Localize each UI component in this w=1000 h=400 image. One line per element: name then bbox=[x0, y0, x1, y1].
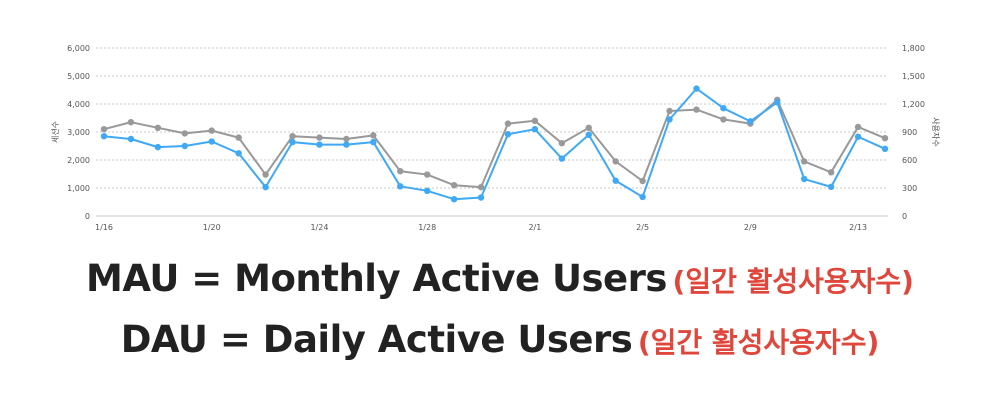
x-tick-label: 1/16 bbox=[95, 223, 113, 232]
y-axis-ticks: 0 1,000 2,000 3,000 4,000 5,000 6,000 bbox=[67, 44, 90, 221]
x-tick-label: 1/20 bbox=[203, 223, 221, 232]
series-2-point bbox=[881, 145, 889, 152]
x-tick-label: 2/13 bbox=[849, 223, 867, 232]
series-2-point bbox=[450, 196, 458, 203]
series-2-point bbox=[127, 135, 135, 143]
series-1-point bbox=[181, 130, 188, 137]
y2-tick-label: 1,500 bbox=[902, 72, 925, 81]
series-1-point bbox=[316, 134, 323, 141]
series-1-point bbox=[693, 106, 700, 113]
series-1-point bbox=[450, 182, 458, 189]
caption-2-main: DAU = Daily Active Users bbox=[120, 318, 633, 361]
series-2-point bbox=[531, 126, 539, 133]
x-tick-label: 2/9 bbox=[744, 223, 757, 232]
series-2-point bbox=[720, 105, 727, 112]
series-2-point bbox=[612, 177, 619, 184]
caption-line-2: DAU = Daily Active Users (일간 활성사용자수) bbox=[0, 318, 1000, 361]
y2-tick-label: 900 bbox=[902, 128, 917, 137]
series-1-point bbox=[801, 158, 808, 165]
y2-tick-label: 0 bbox=[902, 212, 907, 221]
series-2-point bbox=[100, 133, 108, 140]
y2-tick-label: 600 bbox=[902, 156, 917, 165]
series-2-point bbox=[208, 138, 215, 145]
series-2-point bbox=[154, 143, 162, 151]
series-2-point bbox=[477, 194, 485, 201]
series-1-point bbox=[531, 117, 539, 125]
y2-axis-ticks: 0 300 600 900 1,200 1,500 1,800 bbox=[902, 44, 925, 221]
series-2 bbox=[100, 85, 889, 203]
y-axis-title: 세션수 bbox=[50, 121, 60, 143]
series-lines bbox=[100, 85, 889, 203]
series-1-point bbox=[235, 134, 242, 141]
caption-1-main: MAU = Monthly Active Users bbox=[86, 257, 667, 300]
series-2-point bbox=[585, 131, 592, 138]
series-2-point bbox=[397, 183, 404, 190]
series-2-point bbox=[666, 116, 673, 123]
series-1-point bbox=[370, 132, 377, 139]
series-2-point bbox=[370, 138, 377, 146]
series-2-point bbox=[504, 131, 512, 138]
series-1-point bbox=[477, 183, 485, 191]
series-1-point bbox=[423, 171, 431, 178]
series-1-point bbox=[127, 119, 135, 126]
y-tick-label: 1,000 bbox=[67, 184, 90, 193]
series-2-point bbox=[289, 138, 296, 146]
y2-axis-title: 사용자수 bbox=[931, 117, 940, 146]
x-tick-label: 1/24 bbox=[310, 223, 328, 232]
series-1-point bbox=[854, 123, 862, 131]
series-1-point bbox=[612, 158, 619, 165]
series-1-point bbox=[504, 120, 512, 127]
series-1-point bbox=[343, 135, 350, 143]
series-2-point bbox=[693, 85, 700, 92]
y-tick-label: 3,000 bbox=[67, 128, 90, 137]
series-2-point bbox=[316, 141, 323, 148]
caption-1-sub: (일간 활성사용자수) bbox=[672, 265, 914, 298]
series-1-point bbox=[666, 107, 673, 115]
series-1-point bbox=[585, 124, 592, 131]
series-1 bbox=[100, 96, 889, 191]
y2-tick-label: 1,200 bbox=[902, 100, 925, 109]
y-tick-label: 4,000 bbox=[67, 100, 90, 109]
series-2-point bbox=[854, 133, 862, 140]
series-2-point bbox=[827, 183, 835, 191]
series-1-line bbox=[103, 98, 886, 189]
x-axis-ticks: 1/16 1/20 1/24 1/28 2/1 2/5 2/9 2/13 bbox=[95, 223, 867, 232]
y-tick-label: 2,000 bbox=[67, 156, 90, 165]
series-1-point bbox=[154, 124, 162, 131]
series-2-point bbox=[235, 150, 242, 157]
series-2-point bbox=[558, 155, 566, 162]
x-tick-label: 2/1 bbox=[528, 223, 541, 232]
series-1-point bbox=[262, 171, 269, 178]
caption-line-1: MAU = Monthly Active Users (일간 활성사용자수) bbox=[0, 257, 1000, 300]
series-1-point bbox=[558, 140, 566, 147]
y-tick-label: 6,000 bbox=[67, 44, 90, 53]
series-2-point bbox=[747, 118, 754, 125]
caption-2-sub: (일간 활성사용자수) bbox=[637, 326, 880, 359]
series-1-point bbox=[208, 127, 215, 134]
series-2-point bbox=[262, 183, 269, 191]
series-2-point bbox=[343, 141, 350, 148]
series-1-point bbox=[720, 116, 727, 123]
series-1-point bbox=[397, 168, 404, 175]
series-1-point bbox=[100, 126, 108, 133]
series-1-point bbox=[827, 169, 835, 176]
y-tick-label: 0 bbox=[85, 212, 90, 221]
series-2-point bbox=[801, 175, 808, 183]
y-tick-label: 5,000 bbox=[67, 72, 90, 81]
y2-tick-label: 300 bbox=[902, 184, 917, 193]
series-1-point bbox=[639, 177, 646, 185]
series-1-point bbox=[289, 133, 296, 140]
x-tick-label: 1/28 bbox=[418, 223, 436, 232]
y2-tick-label: 1,800 bbox=[902, 44, 925, 53]
series-2-point bbox=[181, 142, 188, 150]
series-2-point bbox=[423, 187, 431, 194]
series-2-point bbox=[639, 193, 646, 201]
series-1-point bbox=[881, 134, 889, 142]
series-2-line bbox=[103, 87, 886, 201]
series-2-point bbox=[774, 99, 781, 106]
line-chart: 0 1,000 2,000 3,000 4,000 5,000 6,000 0 300 600 9… bbox=[50, 44, 940, 232]
x-tick-label: 2/5 bbox=[636, 223, 649, 232]
